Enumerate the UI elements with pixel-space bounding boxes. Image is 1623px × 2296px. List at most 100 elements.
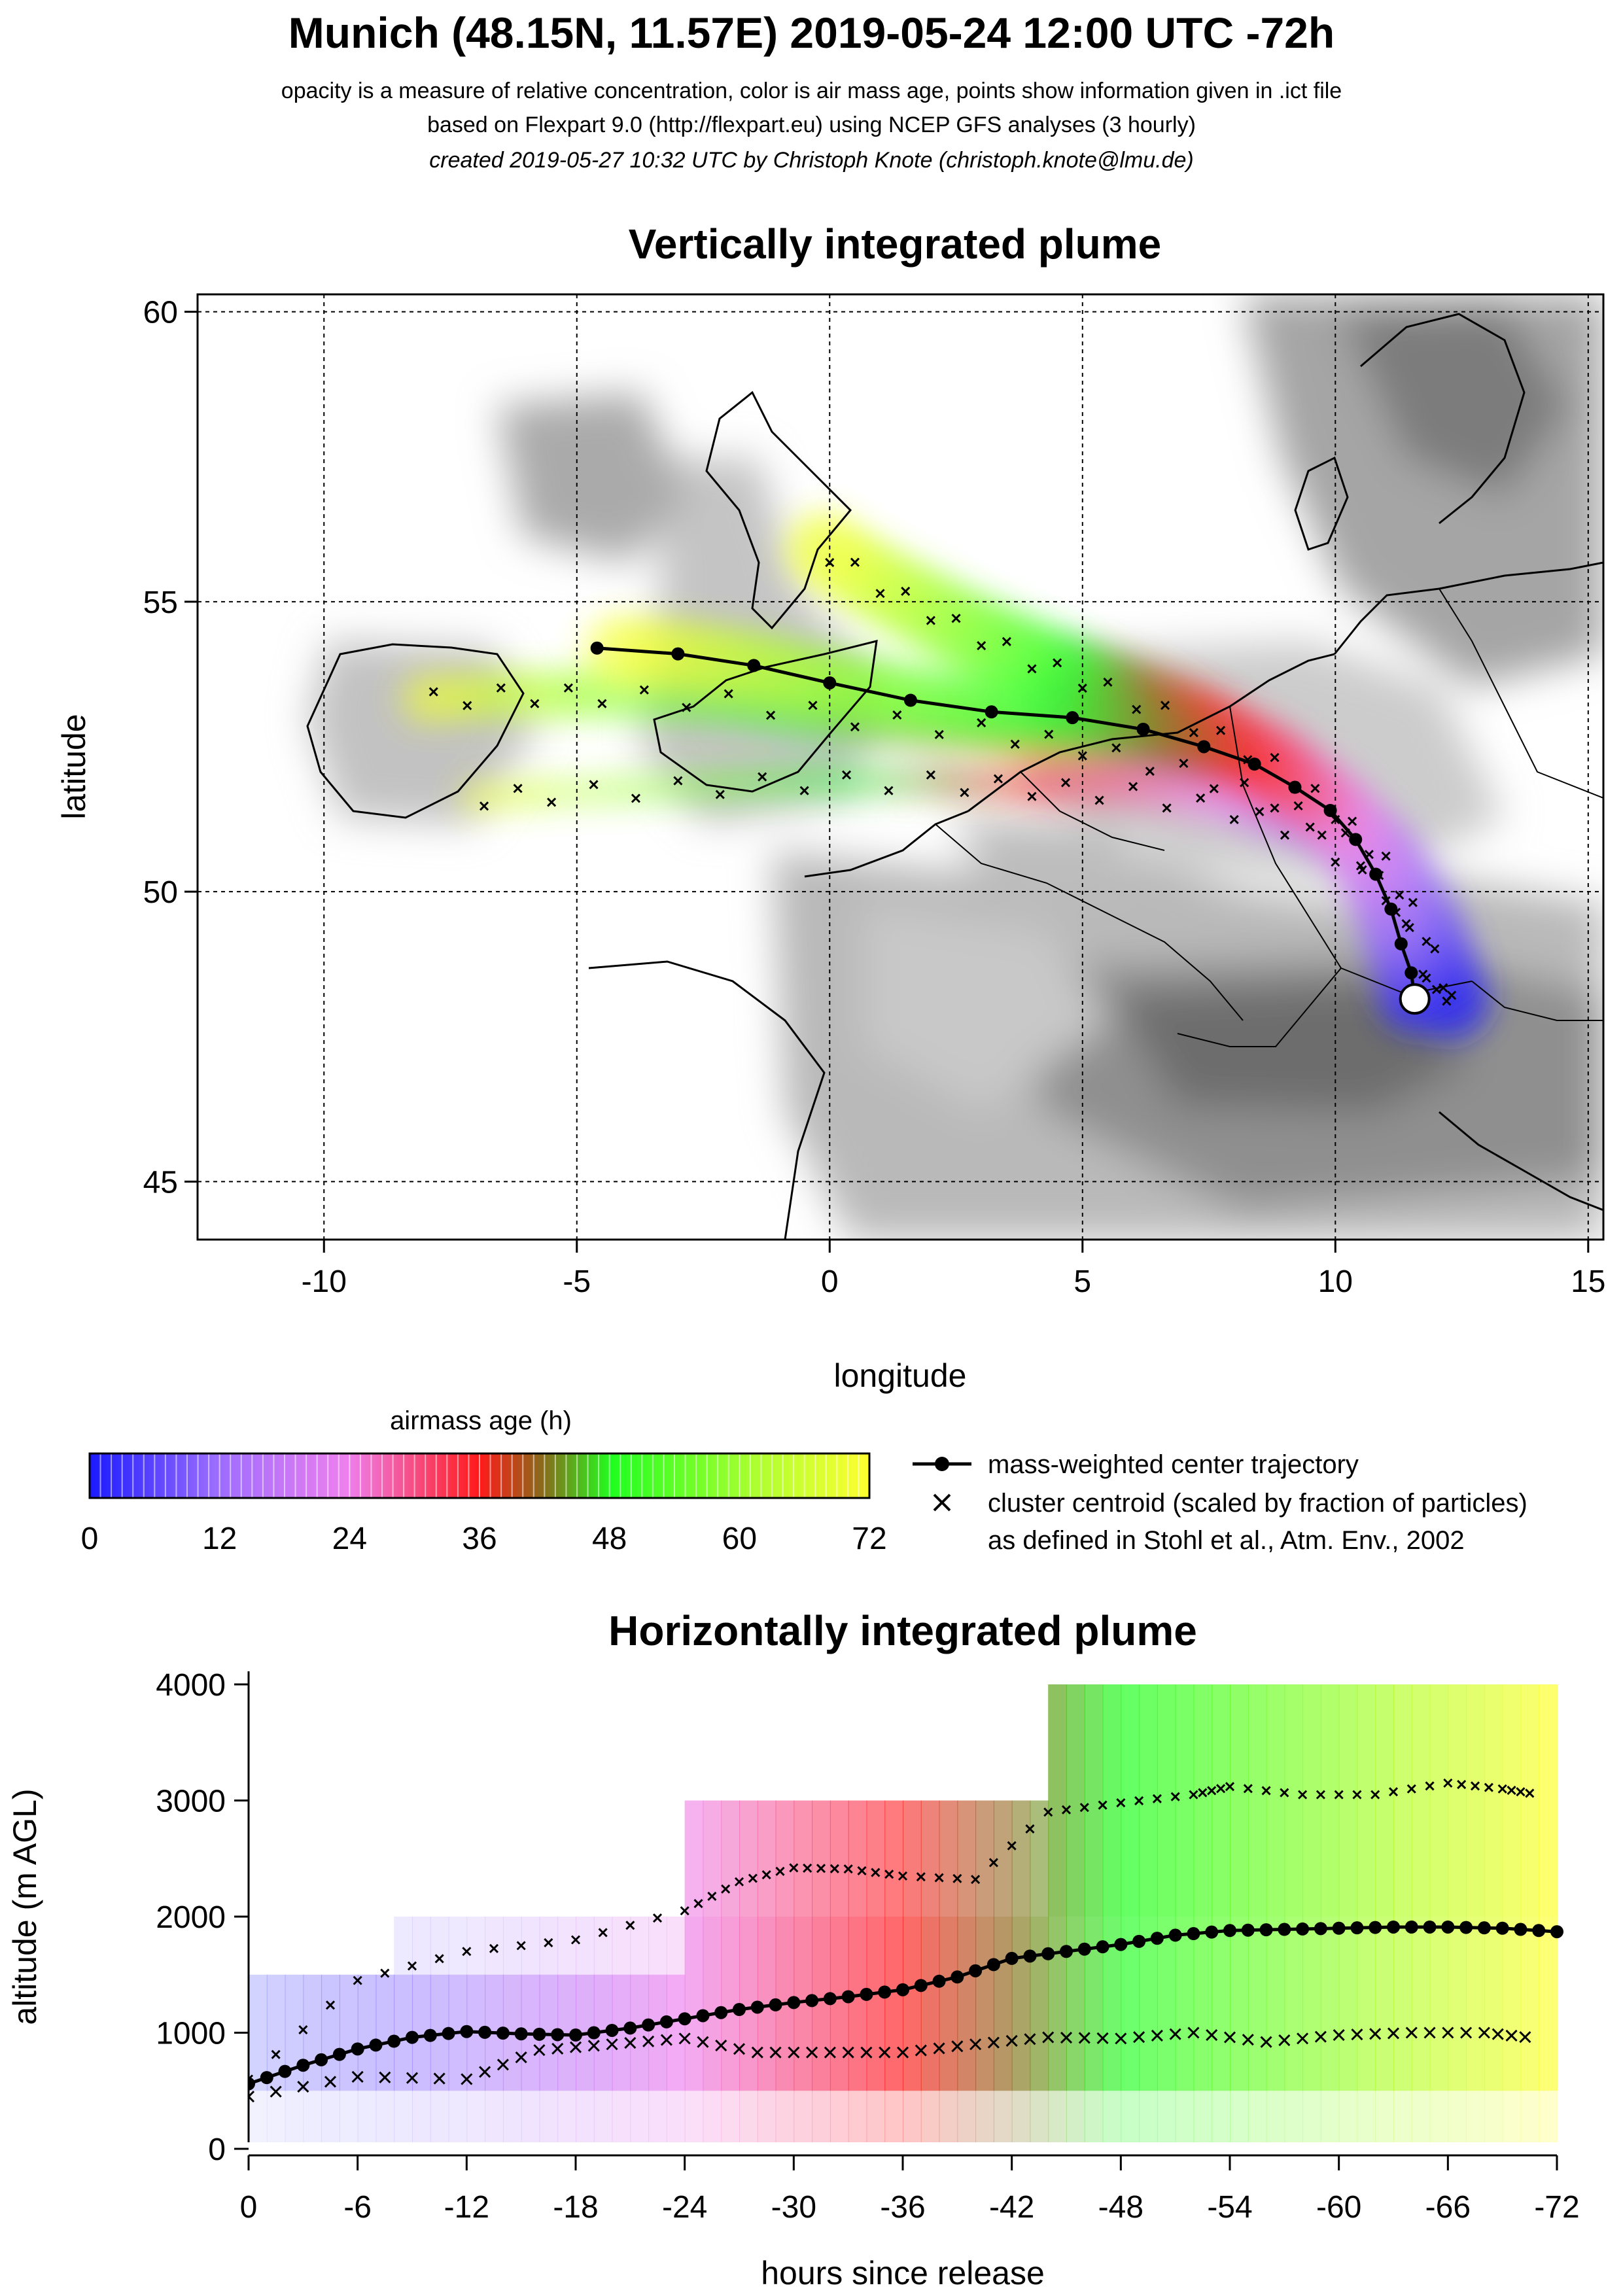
profile-age-band-core — [703, 1917, 722, 2091]
profile-age-band-upper — [1084, 1684, 1104, 1917]
profile-x-tick-label: -42 — [989, 2190, 1034, 2225]
profile-age-band-core — [1502, 1917, 1522, 2091]
profile-cluster-cross — [380, 1968, 390, 1978]
profile-age-band-core — [249, 1974, 268, 2091]
profile-cluster-cross — [1507, 1785, 1516, 1796]
profile-cluster-cross — [489, 1943, 499, 1953]
profile-age-band-upper — [1212, 1684, 1230, 1917]
profile-cluster-cross — [652, 1913, 663, 1923]
map-cluster-cross — [1189, 727, 1198, 738]
profile-cluster-cross — [1151, 2029, 1163, 2042]
profile-age-band-upper — [829, 1800, 849, 1917]
profile-age-band-core — [1193, 1917, 1213, 2091]
profile-center-point — [841, 1990, 855, 2004]
profile-center-point — [1096, 1940, 1109, 1954]
profile-age-band — [394, 1917, 413, 2142]
map-cluster-cross — [841, 770, 852, 780]
profile-age-band-core — [939, 1917, 958, 2091]
profile-cluster-cross — [1369, 2028, 1382, 2040]
profile-center-point — [696, 2009, 710, 2023]
profile-center-point — [1077, 1942, 1091, 1956]
profile-cluster-cross — [871, 1868, 881, 1877]
profile-cluster-cross — [896, 2046, 909, 2059]
profile-age-band-core — [1466, 1917, 1485, 2091]
profile-cluster-cross — [1298, 1790, 1308, 1800]
profile-center-point — [532, 2027, 546, 2041]
profile-cluster-cross — [761, 1870, 771, 1880]
profile-cluster-cross — [1470, 1781, 1480, 1791]
profile-center-point — [423, 2028, 437, 2042]
map-center-point — [671, 647, 685, 661]
profile-age-band-upper — [1248, 1684, 1267, 1917]
profile-center-point — [1278, 1922, 1291, 1936]
profile-cluster-cross — [1297, 2032, 1309, 2045]
profile-center-point — [260, 2071, 273, 2085]
profile-y-tick-label: 3000 — [156, 1784, 226, 1819]
profile-x-axis-label: hours since release — [761, 2255, 1045, 2291]
map-center-point — [1384, 902, 1398, 916]
map-cluster-cross — [875, 589, 885, 599]
map-plot-area — [196, 293, 1605, 1241]
profile-cluster-cross — [533, 2044, 546, 2057]
profile-center-point — [1114, 1938, 1128, 1951]
profile-center-point — [1168, 1928, 1182, 1942]
profile-x-tick-label: -30 — [771, 2190, 816, 2225]
map-cluster-cross — [1357, 865, 1367, 875]
profile-cluster-cross — [1078, 2032, 1091, 2044]
profile-age-band-core — [339, 1974, 358, 2091]
profile-age-band-upper — [1393, 1684, 1412, 1917]
profile-cluster-cross — [461, 2073, 473, 2085]
profile-age-band-core — [321, 1974, 340, 2091]
profile-cluster-cross — [1134, 1796, 1144, 1806]
profile-cluster-cross — [351, 2070, 364, 2083]
map-cluster-cross — [960, 788, 969, 797]
profile-center-point — [1387, 1920, 1400, 1934]
map-cluster-cross — [1395, 890, 1405, 900]
profile-center-point — [787, 1996, 801, 2009]
profile-age-band-upper — [1066, 1684, 1085, 1917]
profile-age-band-core — [1302, 1917, 1321, 2091]
profile-center-point — [1441, 1920, 1455, 1934]
profile-center-point — [1459, 1921, 1473, 1934]
profile-age-band-upper — [903, 1800, 922, 1917]
map-cluster-cross — [926, 770, 935, 780]
profile-center-trajectory — [249, 1920, 1563, 2091]
profile-cluster-cross — [249, 2074, 254, 2081]
profile-x-tick-label: -66 — [1425, 2190, 1471, 2225]
profile-plot-area — [247, 1671, 1563, 2157]
legend: mass-weighted center trajectory cluster … — [913, 1450, 1527, 1555]
profile-center-point — [714, 2006, 728, 2019]
map-center-point — [1405, 966, 1418, 980]
profile-age-band-core — [357, 1974, 377, 2091]
profile-cluster-cross — [1216, 1784, 1226, 1794]
profile-center-point — [769, 1998, 782, 2011]
profile-center-point — [659, 2015, 673, 2028]
profile-cluster-cross — [544, 1938, 553, 1947]
map-cluster-cross — [1431, 984, 1441, 994]
profile-age-band-upper — [1284, 1684, 1304, 1917]
profile-cluster-cross — [1206, 2028, 1218, 2042]
profile-center-point — [1259, 1923, 1273, 1937]
map-cluster-cross — [884, 786, 894, 795]
map-cluster-cross — [1280, 830, 1290, 840]
profile-cluster-cross — [1425, 1781, 1435, 1791]
profile-cluster-cross — [660, 2034, 672, 2046]
profile-cluster-cross — [1423, 2026, 1436, 2039]
profile-age-band-core — [1520, 1917, 1540, 2091]
map-center-point — [1288, 780, 1302, 794]
profile-age-band-upper — [920, 1800, 940, 1917]
profile-center-point — [296, 2059, 310, 2072]
profile-y-axis-label: altitude (m AGL) — [7, 1788, 43, 2025]
profile-age-band-core — [884, 1917, 903, 2091]
map-cluster-cross — [479, 801, 489, 811]
profile-cluster-cross — [680, 1906, 689, 1916]
profile-cluster-cross — [1351, 2028, 1363, 2041]
profile-center-point — [733, 2003, 746, 2016]
profile-center-point — [823, 1992, 837, 2006]
colorbar-frame — [88, 1452, 871, 1499]
profile-cluster-cross — [1115, 2032, 1127, 2045]
map-center-point — [903, 693, 917, 707]
profile-cluster-cross — [1442, 2026, 1454, 2039]
map-cluster-cross — [1145, 767, 1155, 776]
profile-cluster-cross — [916, 1872, 926, 1882]
